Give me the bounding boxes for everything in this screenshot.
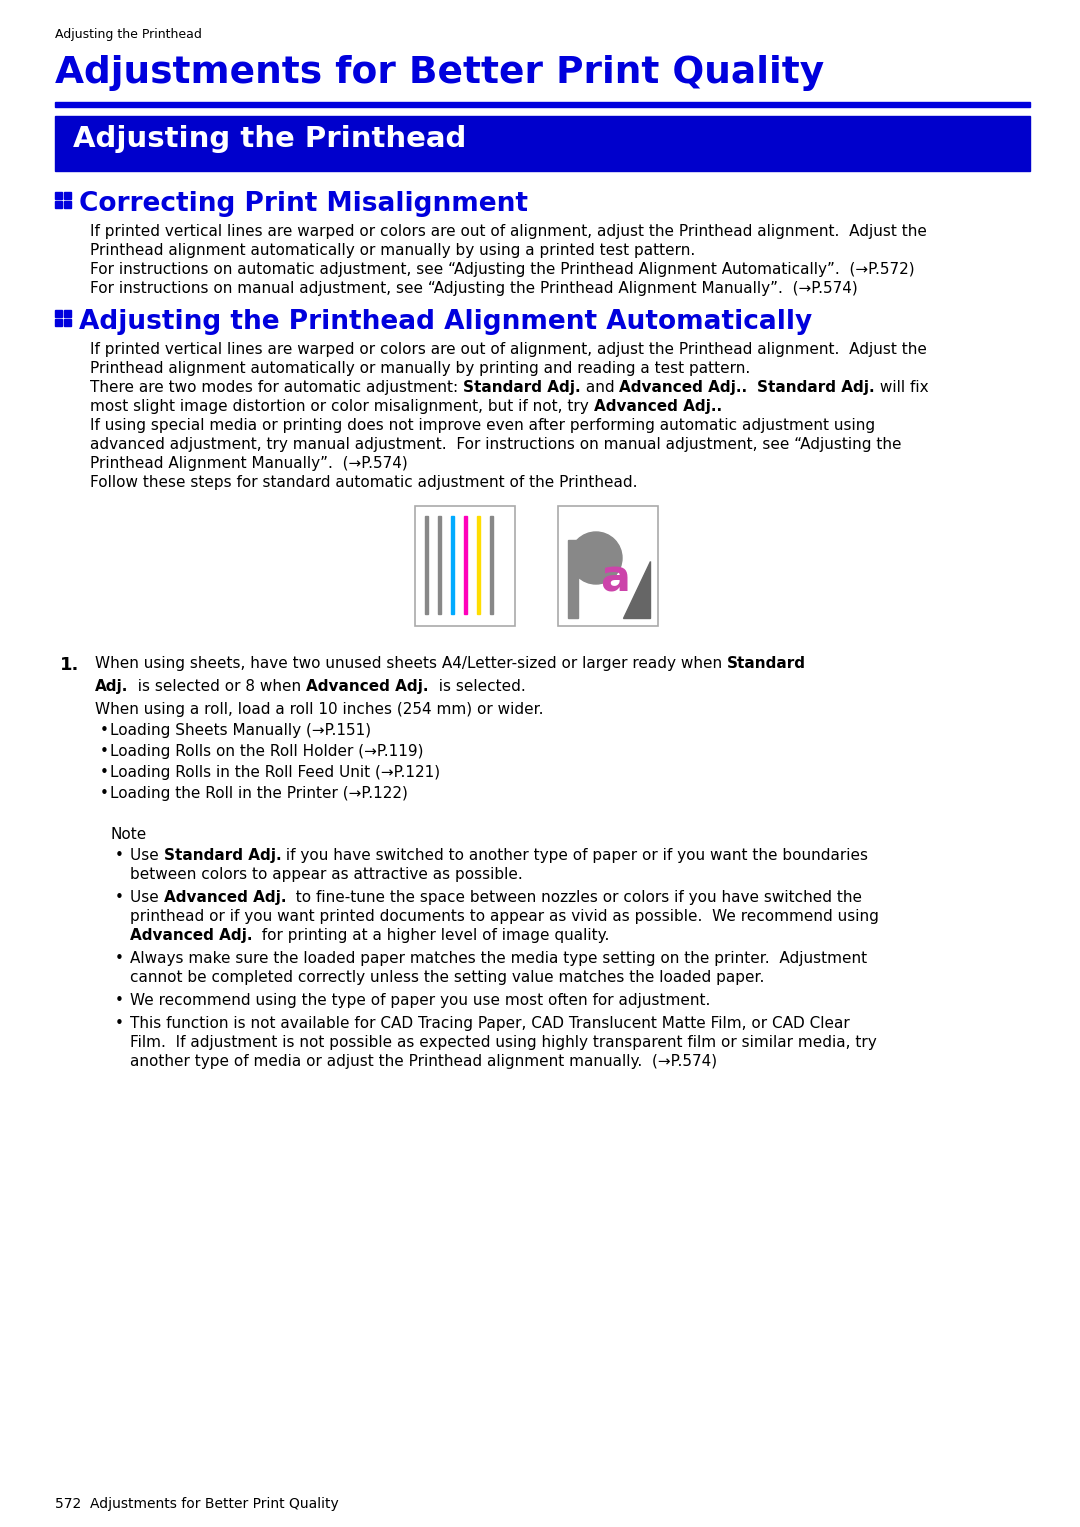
Text: for printing at a higher level of image quality.: for printing at a higher level of image … — [253, 928, 610, 944]
Text: •: • — [114, 993, 124, 1008]
Bar — [55, 310, 62, 318]
Text: Film.  If adjustment is not possible as expected using highly transparent film o: Film. If adjustment is not possible as e… — [130, 1035, 877, 1051]
Bar — [64, 310, 71, 318]
Text: 572  Adjustments for Better Print Quality: 572 Adjustments for Better Print Quality — [55, 1496, 339, 1512]
Bar — [55, 116, 1030, 171]
Bar — [55, 192, 62, 199]
Text: Always make sure the loaded paper matches the media type setting on the printer.: Always make sure the loaded paper matche… — [130, 951, 867, 967]
Text: •: • — [114, 890, 124, 906]
Text: •: • — [114, 1015, 124, 1031]
Text: Printhead Alignment Manually”.  (→P.574): Printhead Alignment Manually”. (→P.574) — [90, 457, 408, 470]
Text: •: • — [100, 744, 109, 759]
Text: When using sheets, have two unused sheets A4/Letter-sized or larger ready when: When using sheets, have two unused sheet… — [95, 657, 727, 670]
Text: and: and — [581, 380, 619, 395]
Text: will fix: will fix — [875, 380, 928, 395]
Text: For instructions on automatic adjustment, see “Adjusting the Printhead Alignment: For instructions on automatic adjustment… — [90, 263, 915, 276]
Text: When using a roll, load a roll 10 inches (254 mm) or wider.: When using a roll, load a roll 10 inches… — [95, 702, 543, 718]
Bar — [558, 505, 658, 626]
Text: most slight image distortion or color misalignment, but if not, try: most slight image distortion or color mi… — [90, 399, 594, 414]
Bar — [415, 505, 515, 626]
Text: Printhead alignment automatically or manually by using a printed test pattern.: Printhead alignment automatically or man… — [90, 243, 696, 258]
Text: •: • — [100, 722, 109, 738]
Bar — [464, 516, 467, 614]
Text: Loading Sheets Manually (→P.151): Loading Sheets Manually (→P.151) — [110, 722, 372, 738]
Text: Advanced Adj.: Advanced Adj. — [307, 680, 429, 693]
Text: Follow these steps for standard automatic adjustment of the Printhead.: Follow these steps for standard automati… — [90, 475, 637, 490]
Text: Adjusting the Printhead: Adjusting the Printhead — [55, 27, 202, 41]
Text: another type of media or adjust the Printhead alignment manually.  (→P.574): another type of media or adjust the Prin… — [130, 1054, 717, 1069]
Text: If using special media or printing does not improve even after performing automa: If using special media or printing does … — [90, 418, 875, 434]
Text: Loading Rolls in the Roll Feed Unit (→P.121): Loading Rolls in the Roll Feed Unit (→P.… — [110, 765, 441, 780]
Text: between colors to appear as attractive as possible.: between colors to appear as attractive a… — [130, 867, 523, 883]
Text: a: a — [600, 557, 630, 602]
Text: printhead or if you want printed documents to appear as vivid as possible.  We r: printhead or if you want printed documen… — [130, 909, 879, 924]
Text: is selected.: is selected. — [429, 680, 526, 693]
Text: •: • — [114, 951, 124, 967]
Text: to fine-tune the space between nozzles or colors if you have switched the: to fine-tune the space between nozzles o… — [286, 890, 862, 906]
Text: cannot be completed correctly unless the setting value matches the loaded paper.: cannot be completed correctly unless the… — [130, 970, 765, 985]
Text: Advanced Adj..: Advanced Adj.. — [594, 399, 721, 414]
Text: We recommend using the type of paper you use most often for adjustment.: We recommend using the type of paper you… — [130, 993, 711, 1008]
Polygon shape — [623, 560, 650, 618]
Text: Note: Note — [110, 828, 146, 841]
Text: Standard Adj.: Standard Adj. — [463, 380, 581, 395]
Text: Adjusting the Printhead Alignment Automatically: Adjusting the Printhead Alignment Automa… — [79, 308, 812, 334]
Text: Adjusting the Printhead: Adjusting the Printhead — [73, 125, 467, 153]
Bar — [55, 102, 1030, 107]
Circle shape — [570, 531, 622, 583]
Text: Advanced Adj.: Advanced Adj. — [164, 890, 286, 906]
Text: •: • — [100, 765, 109, 780]
Text: Correcting Print Misalignment: Correcting Print Misalignment — [79, 191, 528, 217]
Bar — [451, 516, 454, 614]
Text: If printed vertical lines are warped or colors are out of alignment, adjust the : If printed vertical lines are warped or … — [90, 342, 927, 357]
Bar — [568, 541, 578, 618]
Text: Standard Adj.: Standard Adj. — [164, 847, 281, 863]
Bar — [490, 516, 492, 614]
Bar — [55, 202, 62, 208]
Text: Use: Use — [130, 890, 164, 906]
Text: Adjustments for Better Print Quality: Adjustments for Better Print Quality — [55, 55, 824, 92]
Text: •: • — [100, 786, 109, 802]
Text: Adj.: Adj. — [95, 680, 129, 693]
Text: 1.: 1. — [60, 657, 79, 673]
Text: This function is not available for CAD Tracing Paper, CAD Translucent Matte Film: This function is not available for CAD T… — [130, 1015, 850, 1031]
Text: Loading Rolls on the Roll Holder (→P.119): Loading Rolls on the Roll Holder (→P.119… — [110, 744, 423, 759]
Text: There are two modes for automatic adjustment:: There are two modes for automatic adjust… — [90, 380, 463, 395]
Bar — [438, 516, 441, 614]
Bar — [55, 319, 62, 325]
Text: Use: Use — [130, 847, 164, 863]
Bar — [64, 319, 71, 325]
Text: If printed vertical lines are warped or colors are out of alignment, adjust the : If printed vertical lines are warped or … — [90, 224, 927, 240]
Bar — [477, 516, 480, 614]
Text: is selected or 8 when: is selected or 8 when — [129, 680, 307, 693]
Text: if you have switched to another type of paper or if you want the boundaries: if you have switched to another type of … — [281, 847, 868, 863]
Bar — [64, 192, 71, 199]
Text: For instructions on manual adjustment, see “Adjusting the Printhead Alignment Ma: For instructions on manual adjustment, s… — [90, 281, 858, 296]
Text: Advanced Adj.: Advanced Adj. — [130, 928, 253, 944]
Text: Standard: Standard — [727, 657, 806, 670]
Bar — [426, 516, 428, 614]
Text: Printhead alignment automatically or manually by printing and reading a test pat: Printhead alignment automatically or man… — [90, 360, 751, 376]
Bar — [64, 202, 71, 208]
Text: Advanced Adj..: Advanced Adj.. — [619, 380, 747, 395]
Text: •: • — [114, 847, 124, 863]
Text: Standard Adj.: Standard Adj. — [757, 380, 875, 395]
Text: Loading the Roll in the Printer (→P.122): Loading the Roll in the Printer (→P.122) — [110, 786, 408, 802]
Text: advanced adjustment, try manual adjustment.  For instructions on manual adjustme: advanced adjustment, try manual adjustme… — [90, 437, 902, 452]
